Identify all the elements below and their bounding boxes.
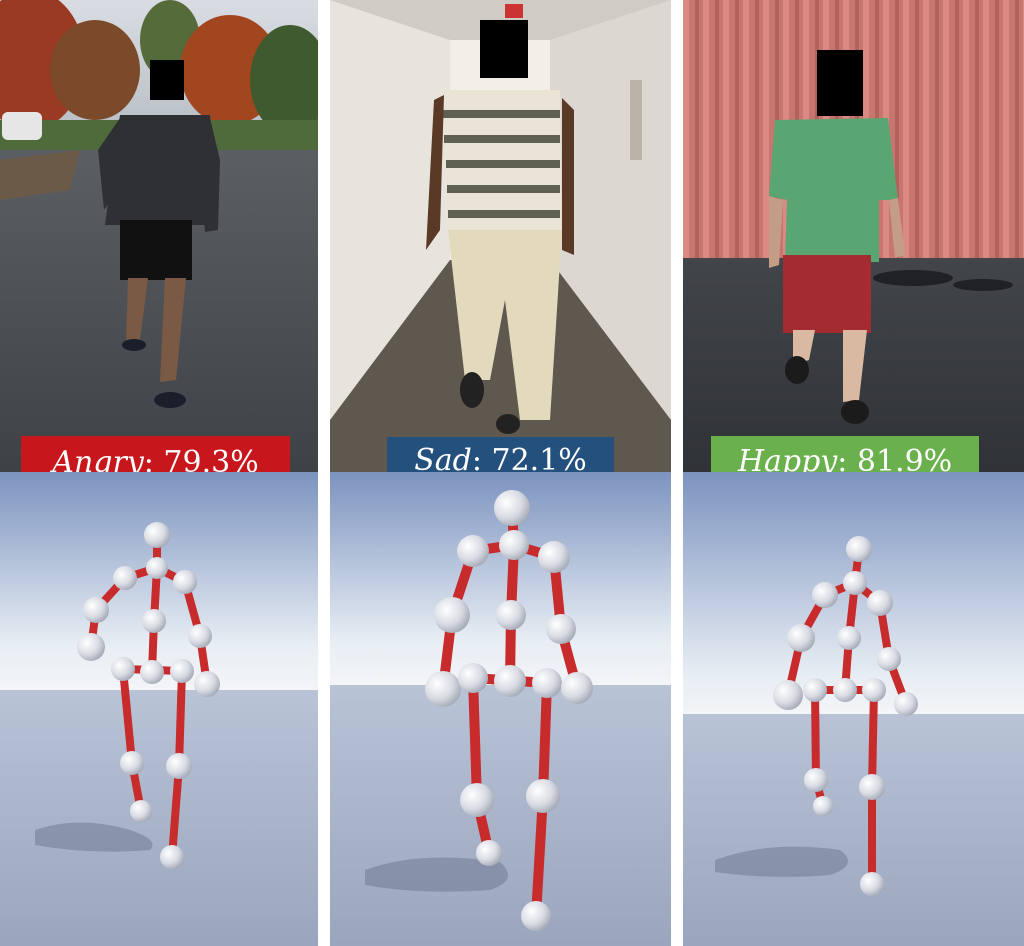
emotion-name: Sad bbox=[414, 442, 472, 478]
skeleton-scene bbox=[683, 472, 1024, 946]
emotion-name: Happy bbox=[737, 444, 838, 479]
panel-happy: Happy: 81.9% bbox=[683, 0, 1024, 946]
skeleton-render-happy bbox=[683, 472, 1024, 946]
emotion-score: : 72.1% bbox=[471, 442, 587, 478]
indoor-curtain-scene bbox=[683, 0, 1024, 472]
hallway-scene bbox=[330, 0, 671, 472]
walking-photo-happy bbox=[683, 0, 1024, 472]
walking-photo-sad bbox=[330, 0, 671, 472]
emotion-score: : 81.9% bbox=[837, 444, 953, 479]
skeleton-render-angry bbox=[0, 472, 318, 946]
walking-photo-angry bbox=[0, 0, 318, 472]
outdoor-street-scene bbox=[0, 0, 318, 472]
skeleton-render-sad bbox=[330, 472, 671, 946]
skeleton-scene bbox=[0, 472, 318, 946]
panel-sad: Sad: 72.1% bbox=[330, 0, 671, 946]
panel-angry: Angry: 79.3% bbox=[0, 0, 318, 946]
skeleton-scene bbox=[330, 472, 671, 946]
